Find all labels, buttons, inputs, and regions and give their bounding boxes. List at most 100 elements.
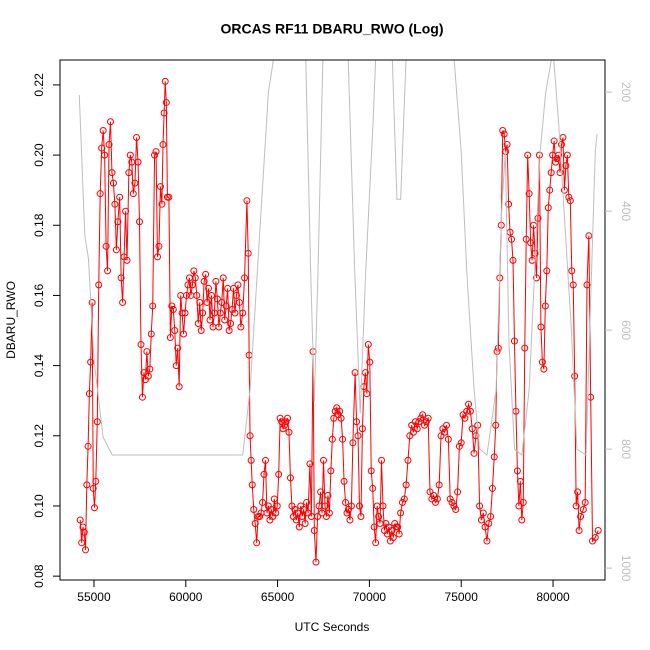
data-point [398, 498, 406, 506]
data-point [300, 505, 308, 513]
data-point [279, 425, 287, 433]
data-point [248, 481, 256, 489]
data-point [261, 456, 269, 464]
data-point [553, 155, 561, 163]
data-point [222, 302, 230, 310]
data-point [470, 449, 478, 457]
data-point [510, 337, 518, 345]
data-point [437, 432, 445, 440]
data-point [191, 274, 199, 282]
data-point [419, 411, 427, 419]
data-point [165, 193, 173, 201]
data-point [408, 421, 416, 429]
data-point [406, 432, 414, 440]
data-point [232, 291, 240, 299]
data-point [538, 358, 546, 366]
data-point [355, 502, 363, 510]
data-point [314, 512, 322, 520]
data-point [79, 523, 87, 531]
data-point [175, 383, 183, 391]
data-point [455, 442, 463, 450]
data-point [369, 484, 377, 492]
data-point [193, 291, 201, 299]
data-point [347, 502, 355, 510]
x-tick-label: 75000 [445, 590, 479, 604]
data-point [339, 435, 347, 443]
data-point [499, 127, 507, 135]
data-point [479, 509, 487, 517]
data-point [203, 298, 211, 306]
data-point [162, 98, 170, 106]
data-point [218, 298, 226, 306]
data-point [169, 305, 177, 313]
data-point [525, 190, 533, 198]
data-point [574, 488, 582, 496]
data-point [566, 197, 574, 205]
data-point [439, 425, 447, 433]
data-point [237, 323, 245, 331]
data-point [579, 505, 587, 513]
data-point [540, 365, 548, 373]
data-point [91, 504, 99, 512]
x-tick-label: 65000 [261, 590, 295, 604]
data-point [389, 534, 397, 542]
data-point [395, 530, 403, 538]
data-point [126, 151, 134, 159]
data-point [402, 481, 410, 489]
data-point [483, 537, 491, 545]
data-point [197, 327, 205, 335]
y-tick-label: 0.08 [32, 564, 46, 588]
data-point [430, 491, 438, 499]
data-point [357, 512, 365, 520]
data-point [158, 200, 166, 208]
data-point [544, 204, 552, 212]
data-point [117, 274, 125, 282]
data-point [129, 190, 137, 198]
data-point [83, 481, 91, 489]
data-point [472, 432, 480, 440]
data-point [550, 137, 558, 145]
data-point [543, 267, 551, 275]
data-point [420, 421, 428, 429]
data-point [172, 362, 180, 370]
data-point [569, 281, 577, 289]
data-point [581, 498, 589, 506]
data-point [171, 327, 179, 335]
data-point [82, 546, 90, 554]
data-point [272, 509, 280, 517]
data-point [450, 502, 458, 510]
y-axis-label: DBARU_RWO [4, 281, 18, 359]
x-tick-label: 70000 [353, 590, 387, 604]
data-point [459, 411, 467, 419]
data-point [336, 407, 344, 415]
data-point [251, 520, 259, 528]
data-point [417, 414, 425, 422]
data-point [342, 498, 350, 506]
data-point [260, 470, 268, 478]
data-point [93, 418, 101, 426]
data-point [556, 169, 564, 177]
x-tick-label: 80000 [536, 590, 570, 604]
data-point [560, 186, 568, 194]
data-point [303, 498, 311, 506]
y-tick-label: 0.12 [32, 424, 46, 448]
data-point [247, 456, 255, 464]
data-point [273, 502, 281, 510]
data-point [188, 281, 196, 289]
data-point [452, 505, 460, 513]
data-point [432, 498, 440, 506]
data-point [435, 481, 443, 489]
y2-tick-label: 400 [619, 201, 633, 221]
data-point [519, 498, 527, 506]
data-point [285, 428, 293, 436]
data-point [509, 256, 517, 264]
data-point [426, 488, 434, 496]
data-point [394, 523, 402, 531]
y-tick-label: 0.16 [32, 283, 46, 307]
data-point [557, 141, 565, 149]
data-point [235, 298, 243, 306]
data-point [572, 502, 580, 510]
data-point [160, 109, 168, 117]
data-point [207, 291, 215, 299]
